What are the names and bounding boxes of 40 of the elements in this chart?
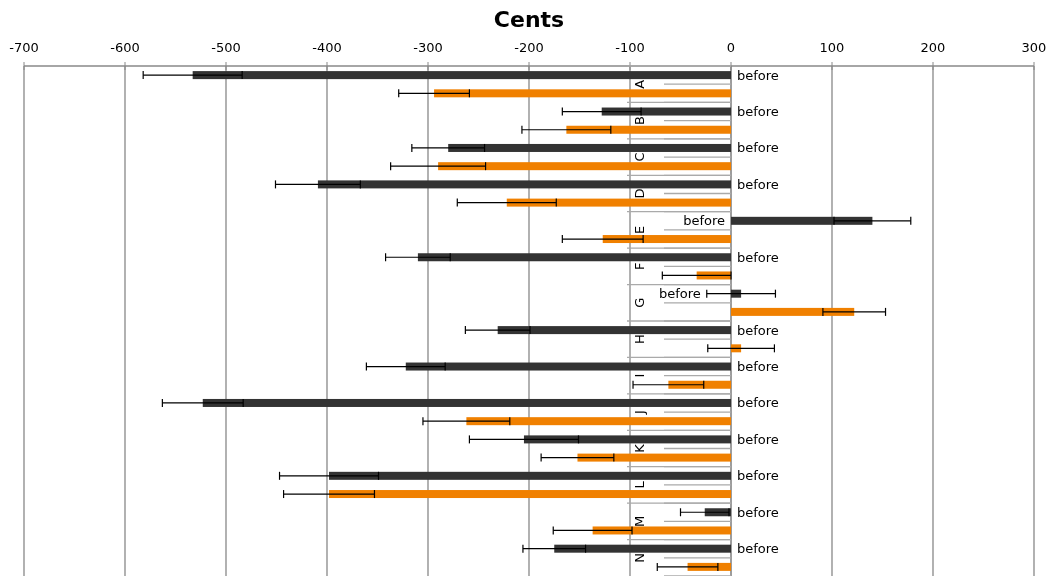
chart-title: Cents (493, 7, 565, 32)
x-tick-label: -200 (514, 40, 544, 55)
y-tick-label: L (631, 480, 647, 489)
x-tick-label: 200 (920, 40, 946, 55)
y-tick-label: H (631, 334, 647, 345)
text: before (737, 140, 779, 156)
text: before (737, 541, 779, 557)
series-label: before (737, 67, 779, 83)
x-tick-label: -300 (413, 40, 443, 55)
y-tick-label: C (631, 152, 647, 162)
x-tick-label: -600 (110, 40, 140, 55)
x-tick-label: -100 (615, 40, 645, 55)
text: before (683, 213, 725, 229)
y-tick-label: N (631, 552, 647, 563)
y-tick-label: A (631, 79, 647, 89)
x-tick-label: -700 (9, 40, 39, 55)
text: before (737, 359, 779, 375)
y-tick-label: D (631, 188, 647, 199)
text: before (737, 249, 779, 265)
y-tick-label: J (631, 410, 647, 415)
y-tick-label: M (631, 515, 647, 527)
y-tick-label: F (631, 262, 647, 271)
x-tick-label: 300 (1021, 40, 1047, 55)
text: before (737, 395, 779, 411)
y-tick-label: B (631, 116, 647, 126)
text: before (737, 468, 779, 484)
x-tick-label: -500 (211, 40, 241, 55)
text: before (737, 431, 779, 447)
y-tick-label: I (631, 373, 647, 378)
x-tick-label: 100 (819, 40, 845, 55)
text: before (737, 176, 779, 192)
x-tick-label: 0 (726, 40, 736, 55)
y-tick-label: K (631, 443, 647, 453)
text: before (737, 104, 779, 120)
x-tick-label: -400 (312, 40, 342, 55)
y-tick-label: E (631, 225, 647, 235)
text: before (737, 322, 779, 338)
y-tick-label: G (631, 297, 647, 308)
text: before (658, 286, 701, 302)
text: before (737, 504, 779, 520)
